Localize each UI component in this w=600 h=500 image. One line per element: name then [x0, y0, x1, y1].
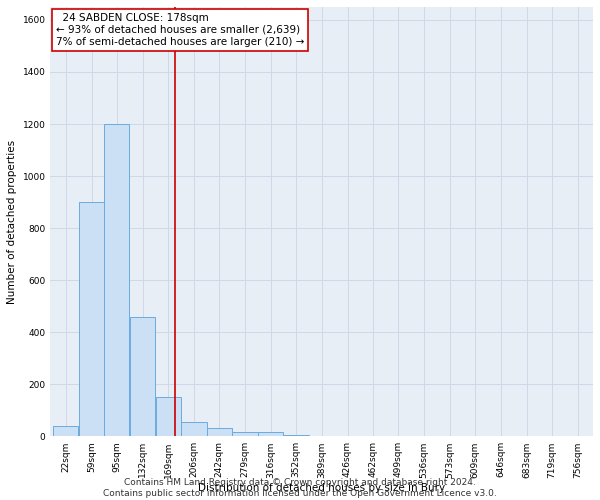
Text: Contains HM Land Registry data © Crown copyright and database right 2024.
Contai: Contains HM Land Registry data © Crown c…: [103, 478, 497, 498]
Bar: [130, 316, 155, 436]
Text: 24 SABDEN CLOSE: 178sqm
← 93% of detached houses are smaller (2,639)
7% of semi-: 24 SABDEN CLOSE: 178sqm ← 93% of detache…: [56, 14, 304, 46]
Bar: [104, 124, 130, 436]
Y-axis label: Number of detached properties: Number of detached properties: [7, 140, 17, 304]
X-axis label: Distribution of detached houses by size in Bury: Distribution of detached houses by size …: [198, 483, 445, 493]
Bar: [283, 435, 308, 436]
Bar: [79, 202, 104, 436]
Bar: [258, 432, 283, 436]
Bar: [155, 397, 181, 436]
Bar: [232, 432, 257, 436]
Bar: [206, 428, 232, 436]
Bar: [53, 426, 79, 436]
Bar: [181, 422, 207, 436]
